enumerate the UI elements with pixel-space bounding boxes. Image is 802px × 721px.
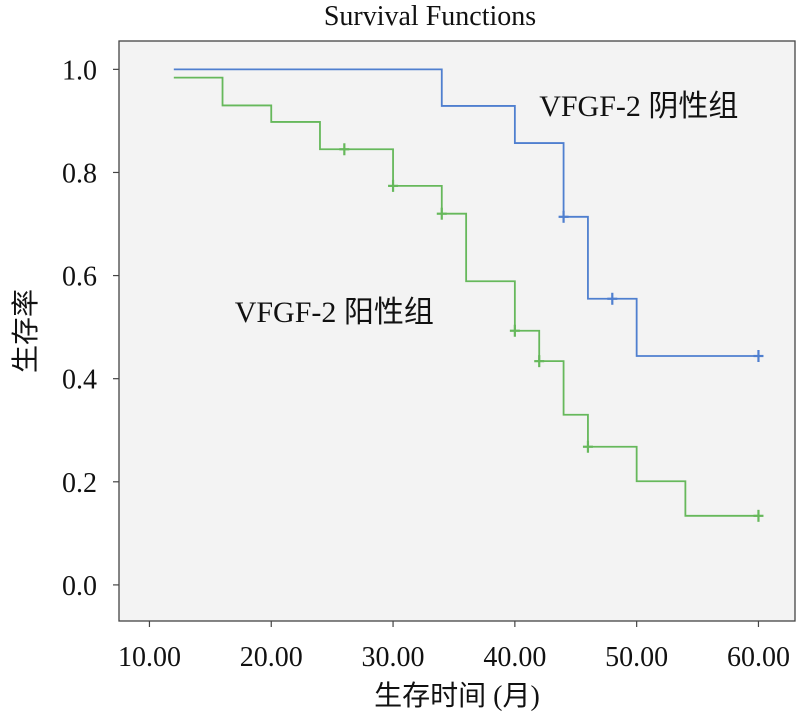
survival-series: VFGF-2 阴性组 VFGF-2 阳性组 [173, 68, 764, 522]
series-label: VFGF-2 阳性组 [235, 296, 434, 329]
y-tick-label: 1.0 [62, 55, 97, 86]
x-tick-label: 40.00 [483, 642, 546, 673]
y-tick-label: 0.2 [62, 468, 97, 499]
x-tick-label: 60.00 [727, 642, 790, 673]
chart-title: Survival Functions [324, 1, 536, 32]
series-line [173, 68, 759, 357]
y-tick-label: 0.6 [62, 262, 97, 293]
y-axis-ticks: 0.0 0.2 0.4 0.6 0.8 1.0 [62, 55, 119, 602]
x-axis-ticks: 10.00 20.00 30.00 40.00 50.00 60.00 [118, 621, 790, 673]
x-tick-label: 30.00 [362, 642, 425, 673]
series-line [173, 76, 759, 517]
series-group: VFGF-2 阳性组 [173, 76, 764, 522]
x-axis-label: 生存时间 (月) [374, 680, 540, 712]
y-axis-label: 生存率 [10, 289, 42, 373]
y-tick-label: 0.8 [62, 158, 97, 189]
series-label: VFGF-2 阴性组 [539, 90, 738, 123]
y-tick-label: 0.0 [62, 571, 97, 602]
y-tick-label: 0.4 [62, 365, 97, 396]
plot-area [118, 40, 796, 622]
x-tick-label: 20.00 [240, 642, 303, 673]
x-tick-label: 50.00 [605, 642, 668, 673]
x-tick-label: 10.00 [118, 642, 181, 673]
series-group: VFGF-2 阴性组 [173, 68, 764, 363]
